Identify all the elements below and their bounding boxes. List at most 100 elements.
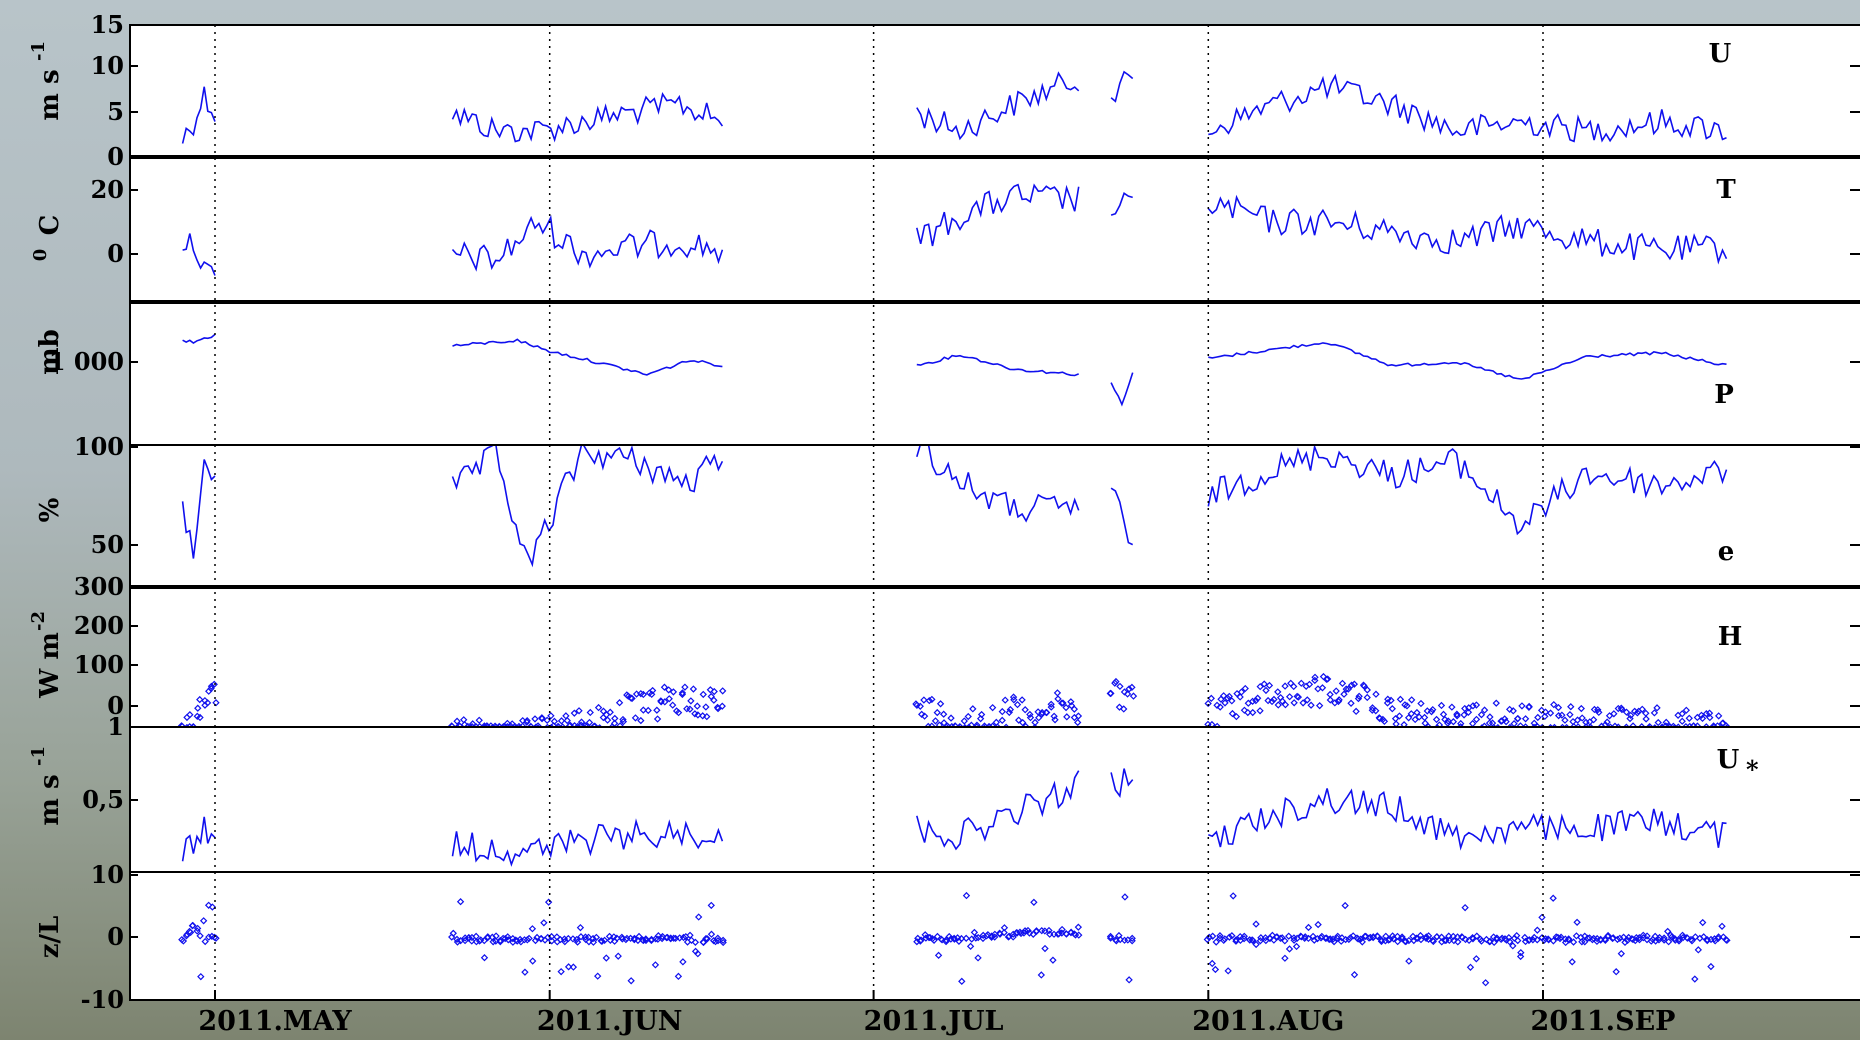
data-point	[543, 723, 552, 726]
data-point	[1514, 714, 1522, 723]
data-point	[1477, 937, 1486, 945]
data-point	[1260, 680, 1268, 688]
data-point	[1314, 920, 1322, 929]
data-point	[1621, 938, 1629, 947]
panel-title: T	[1716, 175, 1736, 205]
y-tick-label: -10	[81, 985, 124, 1014]
data-point	[974, 954, 982, 962]
data-point	[1561, 716, 1569, 724]
month-gridlines	[214, 25, 1544, 1000]
data-point	[1049, 956, 1057, 964]
data-point	[1106, 932, 1115, 941]
data-point	[1445, 936, 1454, 945]
data-point	[197, 972, 205, 981]
data-point	[1053, 689, 1062, 697]
data-point	[575, 707, 583, 715]
data-point	[1424, 723, 1432, 726]
data-point	[674, 708, 683, 717]
panel-title: U	[1717, 745, 1740, 775]
data-point	[637, 716, 645, 725]
data-point	[562, 712, 570, 720]
panel-data	[181, 768, 1727, 867]
data-point	[1224, 967, 1232, 975]
y-axis-label: C	[35, 215, 65, 236]
data-point	[1485, 938, 1494, 946]
data-point	[1565, 936, 1573, 944]
data-point	[665, 695, 673, 703]
data-point	[1643, 932, 1651, 940]
data-point	[1005, 708, 1013, 717]
data-point	[1394, 937, 1402, 946]
data-point	[651, 961, 660, 969]
data-point	[193, 924, 202, 933]
data-point	[1128, 937, 1136, 945]
series-line	[452, 338, 723, 376]
data-point	[1229, 892, 1237, 900]
data-point	[951, 722, 959, 726]
data-point	[1372, 690, 1380, 698]
data-point	[1618, 705, 1626, 714]
data-point	[1018, 718, 1027, 726]
data-point	[1509, 707, 1517, 715]
data-point	[702, 703, 710, 711]
data-point	[1274, 701, 1282, 709]
data-point	[610, 719, 619, 726]
data-point	[1120, 705, 1128, 713]
data-point	[210, 680, 218, 689]
data-point	[940, 719, 948, 726]
data-point	[589, 938, 598, 946]
data-point	[658, 934, 666, 943]
data-point	[1074, 718, 1082, 726]
data-point	[1466, 963, 1475, 971]
data-point	[1106, 934, 1115, 942]
data-point	[1541, 708, 1550, 716]
data-point	[1000, 924, 1009, 932]
data-point	[1241, 684, 1249, 693]
series-line	[916, 71, 1080, 141]
data-point	[935, 721, 944, 726]
data-point	[1013, 700, 1022, 709]
data-point	[660, 683, 669, 691]
data-point	[1432, 715, 1441, 724]
data-point	[565, 722, 574, 726]
data-point	[557, 717, 566, 725]
series-line	[1110, 768, 1134, 799]
data-point	[570, 722, 579, 726]
data-point	[1437, 701, 1446, 710]
panel-U: 15 10 5 0 m s -1 U	[28, 10, 1860, 171]
data-point	[196, 932, 204, 940]
data-point	[1304, 934, 1313, 943]
data-point	[577, 718, 586, 726]
data-point	[992, 718, 1000, 726]
data-point	[1125, 976, 1133, 984]
data-point	[653, 715, 662, 723]
data-point	[928, 695, 936, 704]
series-line	[182, 233, 216, 276]
data-point	[1619, 933, 1628, 941]
data-point	[1413, 708, 1421, 717]
data-point	[1567, 703, 1575, 711]
data-point	[592, 933, 601, 942]
data-point	[1281, 682, 1289, 690]
data-point	[661, 698, 669, 706]
data-point	[1525, 702, 1533, 711]
data-point	[1457, 719, 1465, 726]
panel-zL: 10 0 -10 z/L	[35, 860, 1860, 1014]
data-point	[1550, 700, 1558, 709]
data-point	[1303, 696, 1311, 704]
data-point	[1549, 937, 1558, 945]
data-point	[585, 718, 594, 726]
data-point	[576, 923, 585, 932]
data-point	[627, 694, 635, 702]
y-axis-label: %	[35, 497, 65, 522]
data-point	[653, 706, 661, 714]
data-point	[1213, 722, 1221, 726]
data-point	[186, 711, 194, 719]
data-point	[614, 952, 622, 960]
data-point	[1208, 720, 1216, 726]
data-point	[1244, 708, 1252, 717]
data-point	[1249, 708, 1257, 717]
data-point	[1123, 690, 1132, 698]
data-point	[1546, 709, 1555, 717]
data-point	[1212, 938, 1220, 946]
